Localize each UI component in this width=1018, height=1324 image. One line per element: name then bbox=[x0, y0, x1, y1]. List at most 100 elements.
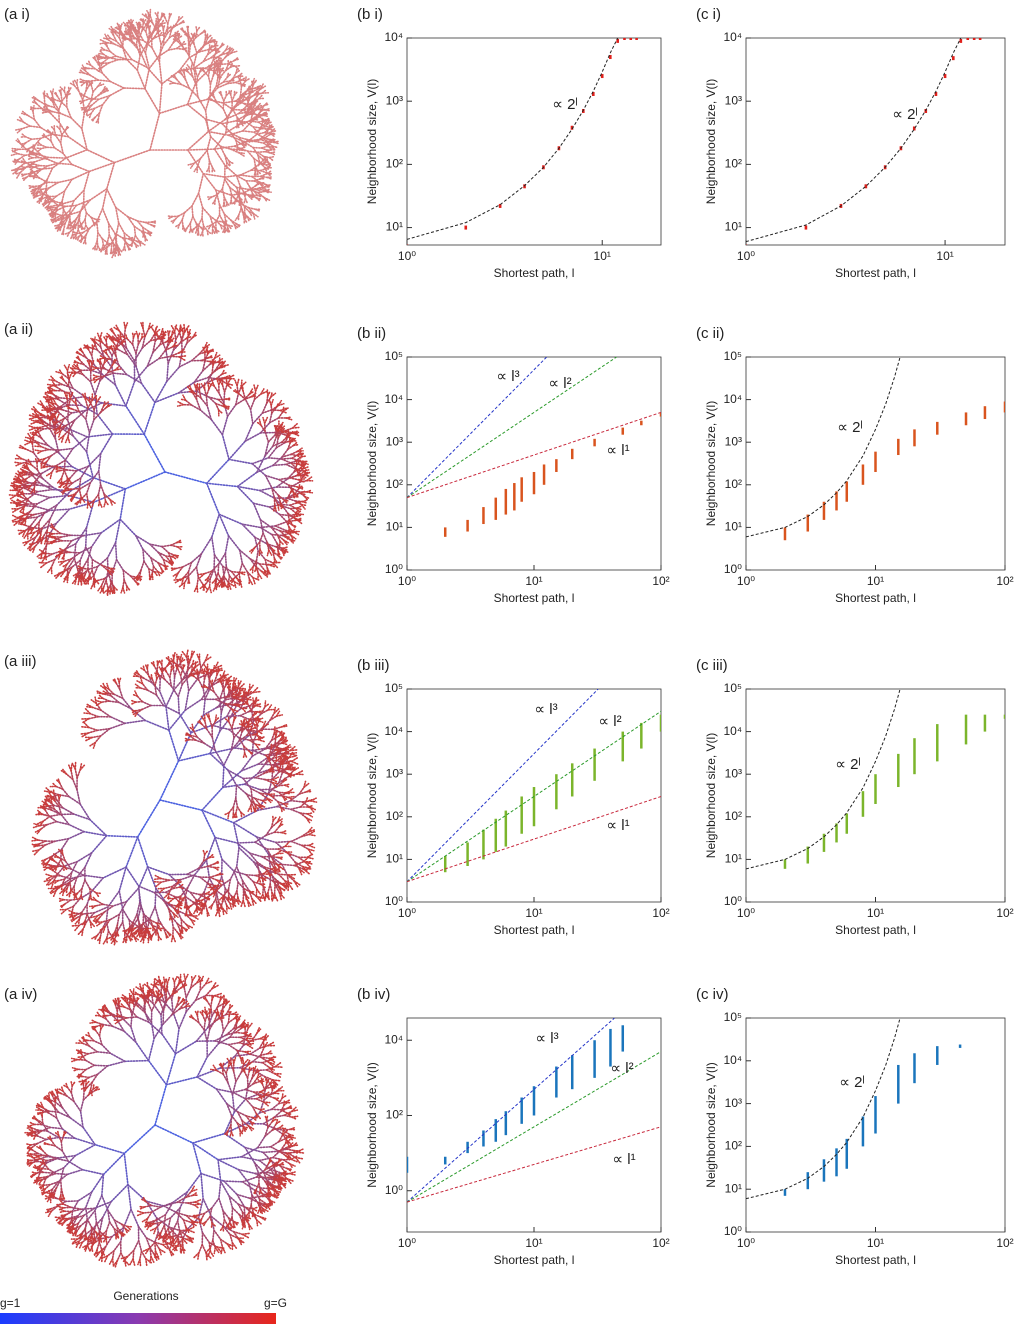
tree-branch bbox=[36, 986, 289, 1254]
plot-data bbox=[746, 357, 1005, 541]
y-tick-label: 10³ bbox=[386, 93, 403, 107]
tree-branch bbox=[94, 1052, 226, 1186]
plot-data bbox=[407, 1018, 661, 1203]
point bbox=[804, 225, 808, 230]
colorbar-title: Generations bbox=[113, 1289, 178, 1303]
x-axis-label: Shortest path, l bbox=[494, 591, 575, 605]
point bbox=[934, 91, 938, 96]
y-tick-label: 10¹ bbox=[725, 1181, 742, 1195]
panel-label: (c iv) bbox=[696, 986, 729, 1003]
tree-branch bbox=[48, 360, 278, 561]
x-axis-label: Shortest path, l bbox=[835, 591, 916, 605]
tree-branch bbox=[113, 112, 189, 164]
y-tick-label: 10² bbox=[386, 1108, 403, 1122]
chart-panel: (c iii) 10⁰ 10¹ 10² 10⁰ 10¹ 10² 10³ 10⁴ 10⁵ Shorte… bbox=[696, 657, 1014, 937]
tree-drawings bbox=[8, 8, 318, 1268]
y-tick-label: 10⁵ bbox=[385, 349, 403, 363]
fit-annotation: ∝ l³ bbox=[535, 1030, 558, 1047]
panel-label: (a iii) bbox=[4, 653, 37, 670]
x-tick-label: 10² bbox=[652, 906, 669, 920]
y-tick-label: 10⁰ bbox=[724, 894, 742, 908]
tree-branch bbox=[44, 665, 303, 933]
tree-branch bbox=[30, 979, 298, 1262]
colorbar bbox=[0, 1313, 276, 1324]
fit-line bbox=[407, 1051, 661, 1203]
tree-branch bbox=[47, 43, 250, 225]
x-axis-label: Shortest path, l bbox=[835, 923, 916, 937]
x-tick-label: 10² bbox=[996, 906, 1013, 920]
y-tick-label: 10³ bbox=[725, 1096, 742, 1110]
plot-data bbox=[746, 689, 1005, 870]
x-tick-label: 10¹ bbox=[525, 906, 542, 920]
y-tick-label: 10² bbox=[725, 157, 742, 171]
y-tick-label: 10² bbox=[725, 477, 742, 491]
y-axis-label: Neighborhood size, V(l) bbox=[704, 79, 718, 204]
x-tick-label: 10¹ bbox=[525, 1236, 542, 1250]
x-tick-label: 10⁰ bbox=[398, 574, 416, 588]
x-tick-label: 10¹ bbox=[594, 249, 611, 263]
fit-annotation: ∝ l² bbox=[548, 375, 571, 392]
x-tick-label: 10² bbox=[652, 1236, 669, 1250]
chart-panel: (c ii) 10⁰ 10¹ 10² 10⁰ 10¹ 10² 10³ 10⁴ 10⁵ Shortes… bbox=[696, 325, 1014, 605]
plot-frame bbox=[406, 37, 662, 246]
point bbox=[407, 244, 409, 245]
fit-annotation: ∝ 2ˡ bbox=[837, 419, 863, 436]
x-tick-label: 10⁰ bbox=[398, 906, 416, 920]
panel-label: (b iii) bbox=[357, 657, 390, 674]
chart-panel: (b iv) 10⁰ 10¹ 10² 10⁰ 10² 10⁴ Shortest path, l… bbox=[357, 986, 670, 1267]
fit-line bbox=[746, 1018, 901, 1200]
plot-data bbox=[407, 38, 638, 245]
plot-data bbox=[746, 1018, 962, 1200]
x-tick-label: 10⁰ bbox=[737, 574, 755, 588]
y-tick-label: 10³ bbox=[725, 434, 742, 448]
panel-label: (c iii) bbox=[696, 657, 728, 674]
tree-branch bbox=[45, 996, 278, 1243]
point bbox=[609, 55, 612, 60]
x-tick-label: 10⁰ bbox=[737, 906, 755, 920]
y-tick-label: 10⁵ bbox=[385, 681, 403, 695]
tree-branch bbox=[23, 336, 301, 583]
point bbox=[635, 38, 638, 40]
x-tick-label: 10⁰ bbox=[737, 249, 755, 263]
y-tick-label: 10¹ bbox=[725, 220, 742, 234]
y-tick-label: 10¹ bbox=[725, 520, 742, 534]
y-axis-label: Neighborhood size, V(l) bbox=[704, 401, 718, 526]
panel-label: (a ii) bbox=[4, 321, 33, 338]
y-tick-label: 10² bbox=[386, 809, 403, 823]
fit-annotation: ∝ l³ bbox=[534, 701, 557, 718]
panel-label: (a iv) bbox=[4, 986, 37, 1003]
tree-branch bbox=[10, 8, 280, 259]
y-axis-label: Neighborhood size, V(l) bbox=[365, 79, 379, 204]
y-tick-label: 10¹ bbox=[725, 852, 742, 866]
chart-panel: (b iii) 10⁰ 10¹ 10² 10⁰ 10¹ 10² 10³ 10⁴ 10⁵ Shorte… bbox=[357, 657, 670, 937]
y-tick-label: 10⁴ bbox=[723, 392, 742, 406]
x-tick-label: 10¹ bbox=[867, 906, 884, 920]
x-tick-label: 10¹ bbox=[867, 574, 884, 588]
panel-label: (b i) bbox=[357, 6, 383, 23]
y-tick-label: 10³ bbox=[725, 766, 742, 780]
fit-annotation: ∝ l¹ bbox=[606, 817, 629, 834]
point bbox=[629, 38, 633, 40]
tree-branch bbox=[124, 433, 208, 490]
y-tick-label: 10² bbox=[386, 157, 403, 171]
fit-annotation: ∝ 2ˡ bbox=[892, 106, 918, 123]
x-tick-label: 10⁰ bbox=[737, 1236, 755, 1250]
fit-line bbox=[407, 1126, 661, 1203]
fit-line bbox=[407, 710, 661, 883]
tree-branch bbox=[8, 321, 314, 596]
y-tick-label: 10⁴ bbox=[384, 724, 403, 738]
point bbox=[966, 38, 970, 40]
y-tick-label: 10³ bbox=[386, 434, 403, 448]
point bbox=[959, 38, 963, 43]
point bbox=[943, 74, 947, 79]
x-axis-label: Shortest path, l bbox=[494, 266, 575, 280]
chart-panel: (b ii) 10⁰ 10¹ 10² 10⁰ 10¹ 10² 10³ 10⁴ 10⁵ Shortes… bbox=[357, 325, 670, 605]
plot-frame bbox=[745, 37, 1006, 246]
fit-line bbox=[746, 357, 901, 538]
y-tick-label: 10¹ bbox=[386, 852, 403, 866]
panel-label: (b iv) bbox=[357, 986, 390, 1003]
y-tick-label: 10¹ bbox=[386, 220, 403, 234]
tree-branch bbox=[67, 380, 261, 544]
